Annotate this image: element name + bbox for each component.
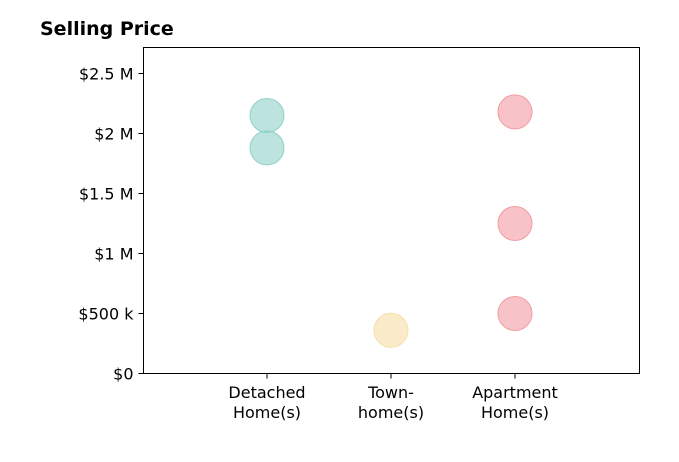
x-tick-label-line: Detached: [228, 383, 305, 402]
chart-title: Selling Price: [40, 18, 174, 40]
data-point: [249, 98, 285, 133]
x-tick-label: Apartment Home(s): [472, 383, 558, 422]
x-tick-label-line: Home(s): [481, 403, 549, 422]
data-point: [373, 312, 409, 348]
y-tick-label: $2 M: [94, 125, 133, 144]
data-points: [249, 94, 533, 348]
data-point: [497, 94, 533, 130]
y-tick-label: $0: [113, 365, 133, 384]
y-tick-label: $1 M: [94, 245, 133, 264]
x-tick-label-line: Town-: [367, 383, 414, 402]
x-tick-label-line: Home(s): [233, 403, 301, 422]
x-tick-label: Detached Home(s): [228, 383, 305, 422]
x-tick-label-line: Apartment: [472, 383, 558, 402]
y-axis: $0 $500 k $1 M $1.5 M $2 M $2.5 M: [78, 65, 144, 384]
y-tick-label: $1.5 M: [79, 185, 134, 204]
data-point: [249, 130, 285, 166]
y-tick-label: $500 k: [78, 305, 134, 324]
y-tick-label: $2.5 M: [79, 65, 134, 84]
data-point: [497, 206, 533, 241]
data-point: [497, 296, 533, 331]
x-tick-label: Town-home(s): [358, 383, 424, 422]
x-tick-label-line: home(s): [358, 403, 424, 422]
x-axis: Detached Home(s)Town-home(s)Apartment Home…: [228, 373, 558, 422]
